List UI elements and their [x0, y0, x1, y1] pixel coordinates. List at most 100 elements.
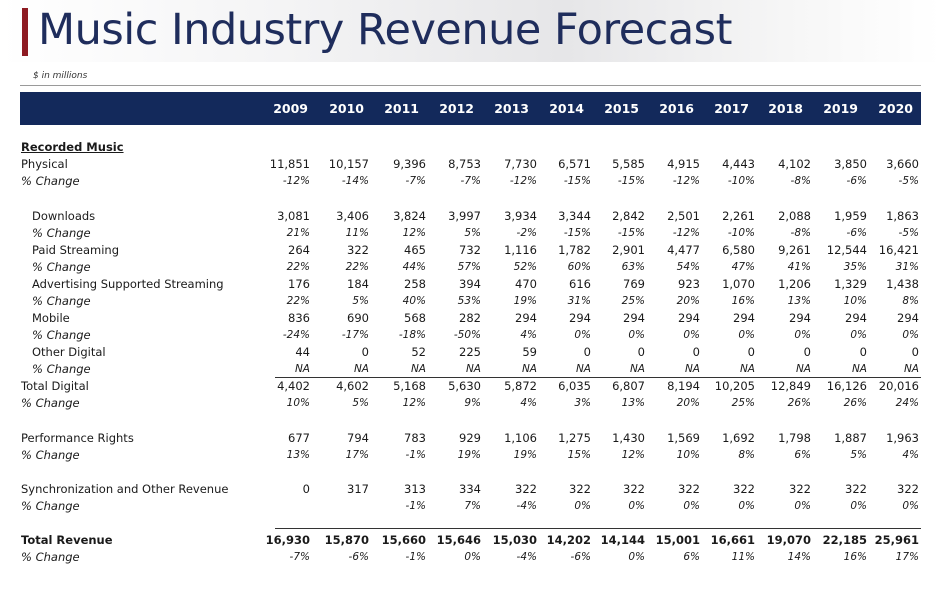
value-cell: 322 — [733, 482, 755, 496]
value-cell: 294 — [678, 311, 700, 325]
change-cell: 0% — [850, 329, 867, 341]
value-cell: 394 — [459, 277, 481, 291]
divider — [20, 85, 921, 86]
row-label: Downloads — [32, 209, 96, 223]
change-cell: -7% — [289, 551, 310, 563]
value-cell: 322 — [347, 243, 369, 257]
value-cell: 322 — [515, 482, 537, 496]
value-cell: 4,915 — [667, 157, 700, 171]
change-cell: 5% — [464, 227, 481, 239]
change-cell: 12% — [621, 449, 645, 461]
change-cell: 0% — [738, 500, 755, 512]
change-cell: NA — [410, 363, 426, 375]
change-cell: 19% — [513, 295, 537, 307]
change-cell: -10% — [727, 227, 755, 239]
change-cell: 11% — [345, 227, 369, 239]
change-cell: 35% — [843, 261, 867, 273]
year-header: 2012 — [439, 101, 474, 116]
change-cell: -12% — [509, 175, 537, 187]
value-cell: 322 — [569, 482, 591, 496]
change-cell — [258, 498, 310, 514]
change-cell: 0% — [738, 329, 755, 341]
value-cell: 923 — [678, 277, 700, 291]
change-cell: -4% — [516, 551, 537, 563]
value-cell: 0 — [859, 345, 867, 359]
total-label: Total Digital — [21, 379, 89, 393]
value-cell: 59 — [522, 345, 537, 359]
change-cell: 10% — [843, 295, 867, 307]
value-cell: 4,443 — [722, 157, 755, 171]
row-label: Synchronization and Other Revenue — [21, 482, 229, 496]
change-cell: 4% — [902, 449, 919, 461]
value-cell: 294 — [569, 311, 591, 325]
value-cell: 322 — [623, 482, 645, 496]
change-cell: 16% — [731, 295, 755, 307]
value-cell: 1,782 — [558, 243, 591, 257]
value-cell: 1,275 — [558, 431, 591, 445]
value-cell: 225 — [459, 345, 481, 359]
change-cell: 22% — [345, 261, 369, 273]
change-cell: 24% — [895, 397, 919, 409]
change-cell: -4% — [516, 500, 537, 512]
value-cell: 2,261 — [722, 209, 755, 223]
grand-total-cell: 15,870 — [324, 533, 369, 547]
change-cell: 3% — [574, 397, 591, 409]
value-cell: 3,406 — [336, 209, 369, 223]
total-value-cell: 10,205 — [714, 379, 755, 393]
change-cell: -15% — [563, 227, 591, 239]
change-cell: 0% — [902, 500, 919, 512]
change-cell: 17% — [895, 551, 919, 563]
change-cell: 9% — [464, 397, 481, 409]
year-header: 2018 — [768, 101, 803, 116]
year-header: 2017 — [714, 101, 749, 116]
change-cell — [317, 498, 369, 514]
change-cell: -1% — [405, 449, 426, 461]
value-cell: 313 — [404, 482, 426, 496]
value-cell: 3,824 — [393, 209, 426, 223]
change-cell: NA — [575, 363, 591, 375]
change-label: % Change — [32, 294, 91, 308]
value-cell: 1,329 — [834, 277, 867, 291]
change-cell: -17% — [341, 329, 369, 341]
change-cell: 52% — [513, 261, 537, 273]
value-cell: 0 — [747, 345, 755, 359]
change-cell: NA — [294, 363, 310, 375]
change-label: % Change — [21, 448, 80, 462]
value-cell: 317 — [347, 482, 369, 496]
change-cell: -12% — [672, 227, 700, 239]
change-cell: 0% — [628, 500, 645, 512]
value-cell: 258 — [404, 277, 426, 291]
change-cell: NA — [465, 363, 481, 375]
change-cell: 0% — [574, 329, 591, 341]
change-label: % Change — [32, 226, 91, 240]
value-cell: 2,501 — [667, 209, 700, 223]
total-value-cell: 16,126 — [826, 379, 867, 393]
page-title: Music Industry Revenue Forecast — [38, 5, 732, 55]
change-cell: 13% — [787, 295, 811, 307]
value-cell: 10,157 — [328, 157, 369, 171]
value-cell: 9,261 — [778, 243, 811, 257]
change-cell: 31% — [567, 295, 591, 307]
change-cell: -8% — [790, 175, 811, 187]
change-cell: -1% — [405, 551, 426, 563]
value-cell: 1,798 — [778, 431, 811, 445]
value-cell: 3,934 — [504, 209, 537, 223]
value-cell: 0 — [361, 345, 369, 359]
change-cell: NA — [739, 363, 755, 375]
value-cell: 294 — [845, 311, 867, 325]
change-cell: 13% — [286, 449, 310, 461]
grand-total-cell: 14,202 — [546, 533, 591, 547]
change-cell: 40% — [402, 295, 426, 307]
change-cell: 22% — [286, 261, 310, 273]
value-cell: 12,544 — [826, 243, 867, 257]
grand-total-cell: 14,144 — [600, 533, 645, 547]
year-header: 2011 — [384, 101, 419, 116]
change-cell: NA — [795, 363, 811, 375]
value-cell: 44 — [295, 345, 310, 359]
change-cell: 19% — [457, 449, 481, 461]
total-value-cell: 12,849 — [770, 379, 811, 393]
value-cell: 3,850 — [834, 157, 867, 171]
change-cell: 60% — [567, 261, 591, 273]
value-cell: 1,887 — [834, 431, 867, 445]
change-label: % Change — [32, 328, 91, 342]
